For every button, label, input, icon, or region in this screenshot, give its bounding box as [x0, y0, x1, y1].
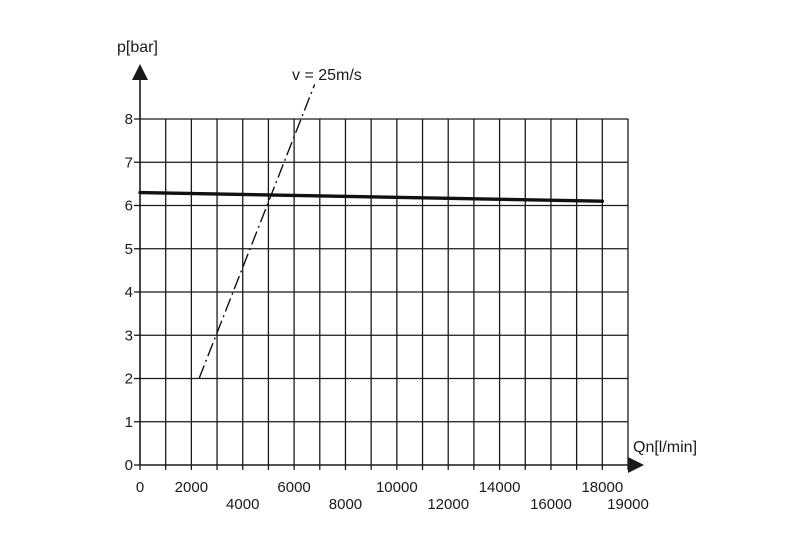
x-tick-label: 4000 [226, 496, 259, 513]
x-tick-label: 18000 [581, 479, 623, 496]
y-tick-label: 3 [125, 327, 133, 344]
x-tick-label: 12000 [427, 496, 469, 513]
x-tick-label: 19000 [607, 496, 649, 513]
x-tick-label: 10000 [376, 479, 418, 496]
x-tick-label: 16000 [530, 496, 572, 513]
y-tick-label: 7 [125, 154, 133, 171]
grid [140, 118, 629, 465]
x-tick-label: 6000 [277, 479, 310, 496]
y-axis-title: p[bar] [117, 39, 158, 56]
y-tick-label: 8 [125, 111, 133, 128]
series-layer [138, 84, 605, 379]
y-tick-label: 1 [125, 414, 133, 431]
y-tick-label: 4 [125, 284, 133, 301]
axes [132, 64, 644, 473]
pressure-curve [138, 190, 605, 203]
y-tick-label: 2 [125, 371, 133, 388]
x-tick-label: 8000 [329, 496, 362, 513]
x-axis-title: Qn[l/min] [633, 439, 697, 456]
x-tick-label: 14000 [479, 479, 521, 496]
y-tick-label: 6 [125, 198, 133, 215]
y-tick-label: 0 [125, 457, 133, 474]
labels-layer: 0 1 2 3 4 5 6 7 8 0 2000 6000 10000 14000 18000 4000 800… [125, 111, 649, 513]
x-tick-label: 0 [136, 479, 144, 496]
velocity-annotation: v = 25m/s [292, 67, 362, 84]
x-tick-label: 2000 [175, 479, 208, 496]
velocity-limit-line [198, 84, 316, 379]
y-tick-label: 5 [125, 241, 133, 258]
